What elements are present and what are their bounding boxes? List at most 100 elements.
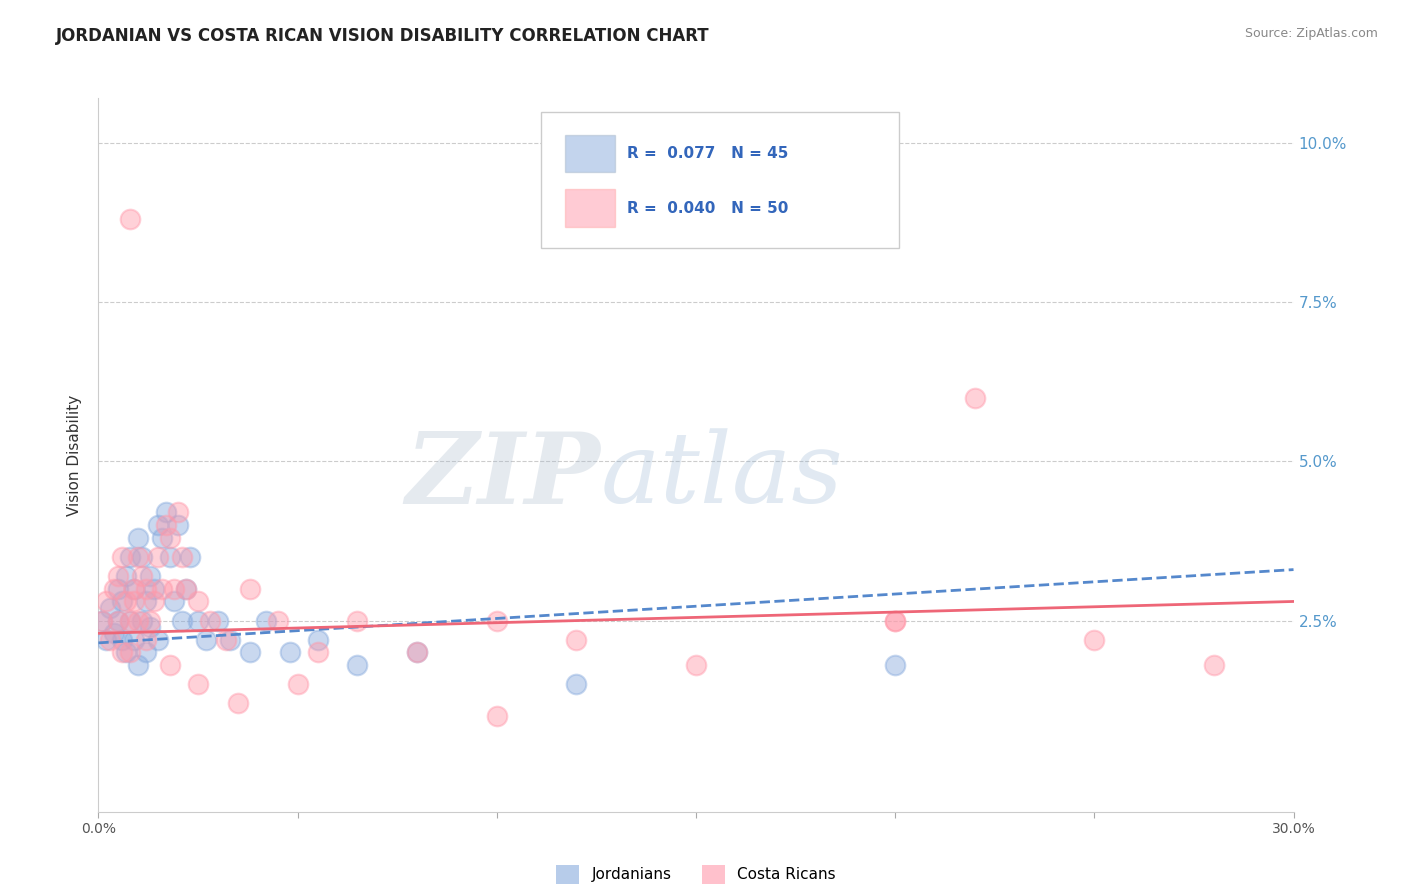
Point (254, 614, 277, 628)
Point (120, 645, 142, 659)
Point (127, 549, 149, 564)
Point (226, 697, 249, 711)
Point (103, 626, 125, 640)
Point (111, 549, 134, 564)
Point (120, 212, 142, 227)
Point (159, 531, 181, 545)
Point (111, 645, 134, 659)
Point (565, 632, 588, 647)
Point (124, 594, 146, 608)
FancyBboxPatch shape (565, 136, 614, 172)
Point (215, 632, 238, 647)
Point (120, 549, 142, 564)
Point (179, 549, 201, 564)
Point (111, 594, 134, 608)
Point (135, 594, 157, 608)
Point (207, 614, 229, 628)
Point (167, 518, 190, 533)
Legend: Jordanians, Costa Ricans: Jordanians, Costa Ricans (550, 859, 842, 889)
Point (163, 582, 186, 596)
Point (485, 709, 508, 723)
Point (307, 632, 329, 647)
Point (148, 632, 170, 647)
Point (195, 632, 218, 647)
Point (115, 569, 138, 583)
Point (139, 614, 162, 628)
Point (174, 582, 197, 596)
Point (120, 614, 142, 628)
Point (172, 614, 194, 628)
Point (485, 614, 508, 628)
Point (239, 582, 262, 596)
Point (287, 677, 309, 691)
Text: R =  0.040   N = 50: R = 0.040 N = 50 (627, 201, 787, 216)
Point (131, 549, 153, 564)
Point (96, 632, 118, 647)
Point (127, 658, 149, 673)
Point (120, 614, 142, 628)
Point (115, 645, 138, 659)
Point (143, 582, 166, 596)
Text: R =  0.077   N = 45: R = 0.077 N = 45 (627, 146, 787, 161)
Point (307, 645, 329, 659)
Point (1083, 632, 1105, 647)
Point (115, 594, 138, 608)
Point (135, 632, 157, 647)
Point (187, 677, 209, 691)
Point (96, 594, 118, 608)
Point (131, 614, 153, 628)
Point (219, 632, 242, 647)
Point (159, 549, 181, 564)
Point (884, 614, 907, 628)
Point (239, 645, 262, 659)
Point (150, 531, 173, 545)
Point (124, 582, 146, 596)
Point (127, 614, 149, 628)
Point (135, 582, 157, 596)
Point (167, 505, 190, 519)
Point (135, 645, 157, 659)
Point (107, 614, 129, 628)
FancyBboxPatch shape (540, 112, 900, 248)
Point (685, 658, 707, 673)
Point (148, 518, 170, 533)
Point (143, 594, 166, 608)
Point (198, 614, 221, 628)
Point (91, 614, 114, 628)
Point (131, 569, 153, 583)
Point (100, 600, 122, 615)
Point (172, 549, 194, 564)
Y-axis label: Vision Disability: Vision Disability (67, 394, 83, 516)
Text: ZIP: ZIP (405, 428, 600, 524)
Point (267, 614, 290, 628)
FancyBboxPatch shape (565, 189, 614, 227)
Point (884, 614, 907, 628)
Point (107, 614, 129, 628)
Point (155, 505, 177, 519)
Point (159, 658, 181, 673)
Point (346, 658, 368, 673)
Point (174, 582, 197, 596)
Point (406, 645, 429, 659)
Point (103, 582, 125, 596)
Point (346, 614, 368, 628)
Point (91, 614, 114, 628)
Point (187, 614, 209, 628)
Point (148, 549, 170, 564)
Point (963, 391, 986, 405)
Text: atlas: atlas (600, 429, 844, 524)
Point (187, 594, 209, 608)
Point (163, 594, 186, 608)
Point (124, 632, 146, 647)
Point (406, 645, 429, 659)
Text: Source: ZipAtlas.com: Source: ZipAtlas.com (1244, 27, 1378, 40)
Point (124, 582, 146, 596)
Point (155, 518, 177, 533)
Point (107, 569, 129, 583)
Point (139, 620, 162, 634)
Point (565, 677, 588, 691)
Point (127, 531, 149, 545)
Point (150, 582, 173, 596)
Point (111, 632, 134, 647)
Point (278, 645, 301, 659)
